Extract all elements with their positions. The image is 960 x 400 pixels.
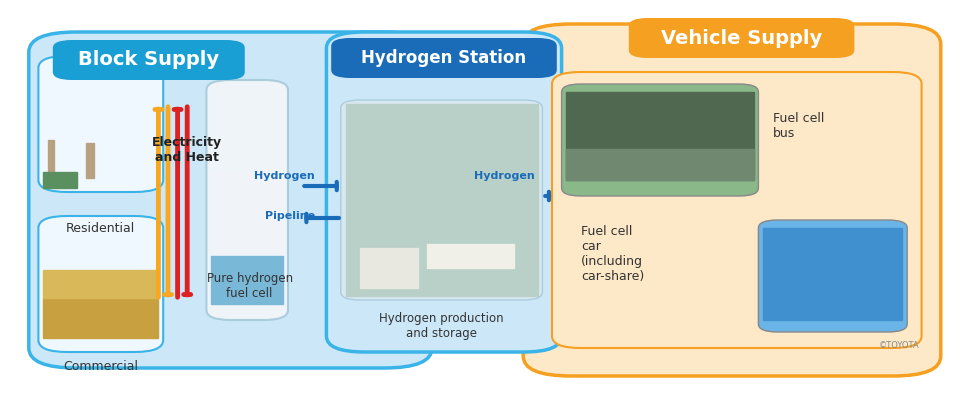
- Bar: [86, 143, 94, 178]
- Text: Block Supply: Block Supply: [78, 50, 220, 70]
- FancyBboxPatch shape: [552, 72, 922, 348]
- Bar: [566, 149, 754, 180]
- Text: Pure hydrogen
fuel cell: Pure hydrogen fuel cell: [206, 272, 293, 300]
- FancyBboxPatch shape: [53, 40, 245, 80]
- Text: Hydrogen: Hydrogen: [473, 171, 535, 181]
- Text: Residential: Residential: [66, 222, 135, 234]
- Text: ©TOYOTA: ©TOYOTA: [879, 342, 920, 350]
- Bar: [427, 244, 514, 268]
- FancyBboxPatch shape: [206, 80, 288, 320]
- Text: Hydrogen production
and storage: Hydrogen production and storage: [379, 312, 504, 340]
- Text: Hydrogen Station: Hydrogen Station: [361, 49, 527, 67]
- Bar: [48, 140, 54, 178]
- Text: Commercial: Commercial: [63, 360, 138, 373]
- FancyBboxPatch shape: [341, 100, 542, 300]
- Bar: [211, 172, 283, 304]
- Bar: [43, 270, 158, 298]
- Text: Pipeline: Pipeline: [265, 211, 315, 221]
- FancyBboxPatch shape: [38, 216, 163, 352]
- FancyBboxPatch shape: [629, 18, 854, 58]
- FancyBboxPatch shape: [29, 32, 432, 368]
- FancyBboxPatch shape: [331, 38, 557, 78]
- FancyBboxPatch shape: [523, 24, 941, 376]
- Bar: [43, 172, 77, 188]
- Bar: [43, 298, 158, 338]
- Bar: [566, 92, 754, 180]
- Bar: [763, 228, 902, 320]
- Text: Fuel cell
car
(including
car-share): Fuel cell car (including car-share): [581, 225, 644, 283]
- FancyBboxPatch shape: [758, 220, 907, 332]
- Text: Electricity
and Heat: Electricity and Heat: [152, 136, 223, 164]
- Bar: [360, 248, 418, 288]
- Bar: [211, 256, 283, 304]
- FancyBboxPatch shape: [38, 56, 163, 192]
- FancyBboxPatch shape: [562, 84, 758, 196]
- Text: Hydrogen: Hydrogen: [254, 171, 315, 181]
- Text: Vehicle Supply: Vehicle Supply: [661, 28, 822, 48]
- Text: Fuel cell
bus: Fuel cell bus: [773, 112, 825, 140]
- Bar: [346, 104, 538, 296]
- FancyBboxPatch shape: [326, 32, 562, 352]
